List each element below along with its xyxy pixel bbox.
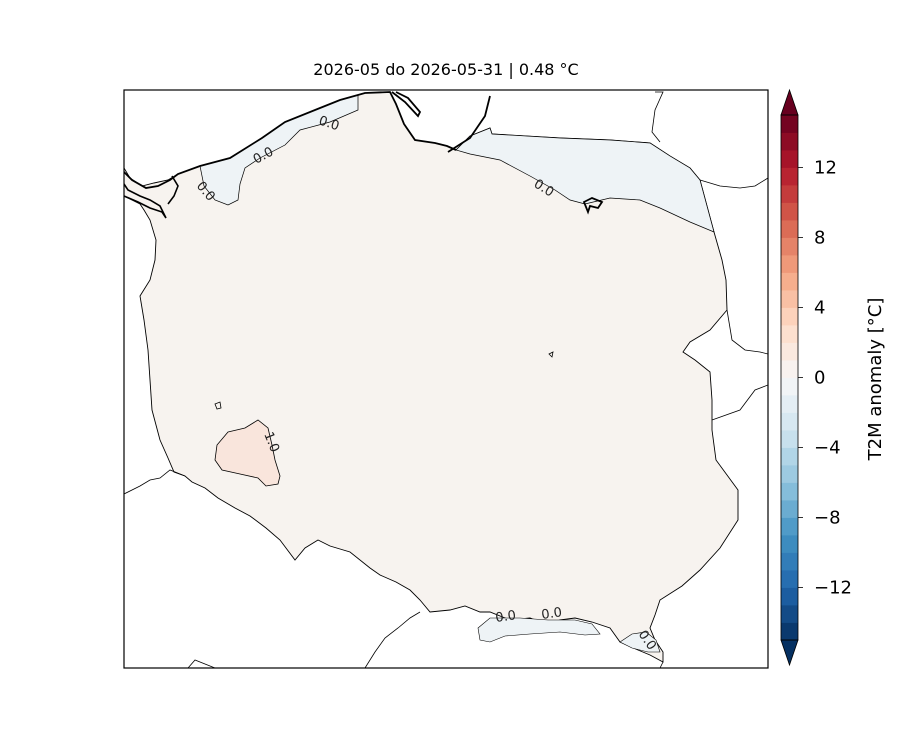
colorbar-segment [781,517,798,536]
warm-anomaly-southwest [214,419,281,487]
colorbar-segment [781,342,798,361]
border-germany-czech [124,469,186,495]
colorbar-label: T2M anomaly [°C] [865,298,886,462]
colorbar-segment [781,430,798,448]
contour-label: 1.0 [260,430,282,455]
colorbar-segment [781,482,798,501]
colorbar-segment [781,587,798,606]
vistula-spit [447,95,491,153]
map-frame [123,89,769,669]
colorbar-segment [781,167,798,186]
colorbar-segment [781,500,798,518]
colorbar: −12 −8 −4 0 4 8 12 T2M anomaly [°C] [780,88,886,667]
colorbar-segment [781,307,798,326]
map-area: 0.0 0.0 0.0 0.0 1.0 0.0 0.0 0.0 [124,91,768,668]
cool-anomaly-northeast [455,127,715,233]
cool-anomaly-southeast [619,631,661,653]
border-czech-slovakia [364,611,421,668]
colorbar-segment [781,220,798,238]
contour-label: 0.0 [540,605,563,623]
colorbar-segment [781,377,798,396]
cool-anomaly-south [477,617,601,643]
colorbar-segment [781,290,798,308]
hel-peninsula [391,91,422,118]
colorbar-segment [781,622,798,641]
coastline [124,91,457,189]
colorbar-segment [781,605,798,623]
colorbar-segment [781,255,798,273]
border-slovakia-hungary [187,659,664,668]
colorbar-extend-top [780,88,799,116]
colorbar-tick-label: −8 [814,508,841,529]
colorbar-segment [781,360,798,378]
small-lake-west [214,401,222,410]
colorbar-segment [781,150,798,168]
border-lithuania [699,177,768,189]
map-title: 2026-05 do 2026-05-31 | 0.48 °C [313,60,579,79]
colorbar-segment [781,115,798,133]
small-lake-center [548,351,554,358]
colorbar-segment [781,237,798,256]
colorbar-segment [781,395,798,413]
colorbar-segment [781,535,798,553]
colorbar-tick-label: 8 [814,228,825,249]
colorbar-segment [781,132,798,151]
contour-label: 0.0 [494,608,517,626]
colorbar-segment [781,325,798,343]
szczecin-lagoon [124,175,179,219]
contour-label: 0.0 [317,114,341,135]
colorbar-segment [781,465,798,483]
border-belarus-ukraine [711,309,768,421]
colorbar-segments [781,115,798,641]
colorbar-tick-label: 4 [814,298,825,319]
colorbar-segment [781,447,798,466]
colorbar-segment [781,412,798,431]
colorbar-segment [781,202,798,221]
colorbar-tick-label: 0 [814,368,825,389]
colorbar-tick-label: 12 [814,158,837,179]
small-lake-northeast [582,197,604,215]
colorbar-segment [781,185,798,203]
colorbar-extend-bottom [780,639,799,667]
colorbar-segment [781,570,798,588]
border-north-east [651,91,664,143]
colorbar-segment [781,272,798,291]
colorbar-segment [781,552,798,571]
colorbar-tick-label: −12 [814,578,852,599]
colorbar-tick-label: −4 [814,438,841,459]
colorbar-ticks: −12 −8 −4 0 4 8 12 [798,158,852,599]
